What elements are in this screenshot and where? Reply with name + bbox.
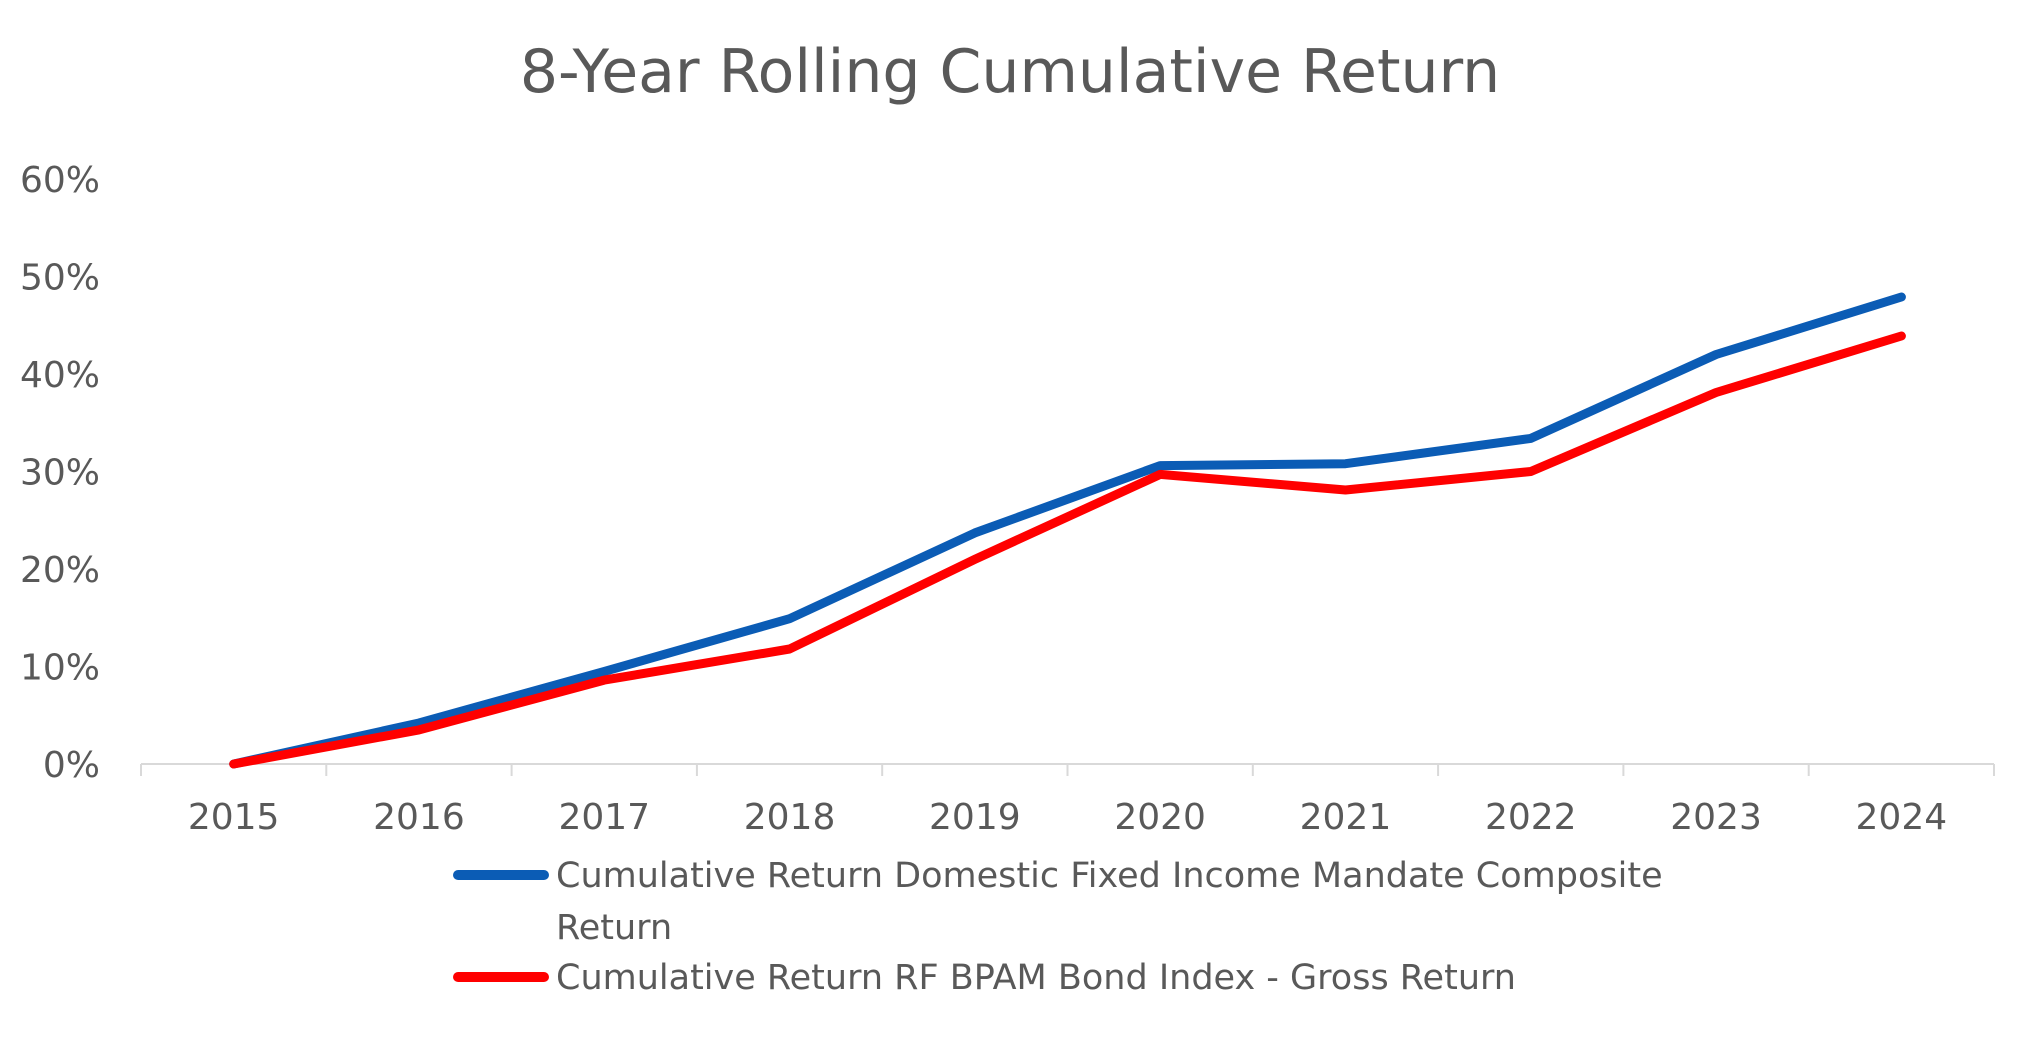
series-1-point [1344,463,1346,465]
x-tick-label: 2016 [373,797,465,838]
y-axis-tick-labels: 0% 10% 20% 30% 40% 50% 60% [20,160,100,786]
legend-label-2: Cumulative Return RF BPAM Bond Index - G… [556,958,1516,998]
x-tick-label: 2015 [188,797,280,838]
x-tick-label: 2019 [929,797,1021,838]
series-2-point [974,558,976,560]
series-1-point [603,670,605,672]
series-2-point [1900,335,1902,337]
series-1-point [1715,354,1717,355]
series-1-point [974,532,976,534]
series-2-point [1159,473,1161,475]
x-tick-label: 2024 [1856,797,1948,838]
series-2-point [1715,392,1717,394]
series-2-point [418,729,420,731]
series-layer [229,292,1906,769]
y-tick-label: 50% [20,258,100,299]
series-2-point [1344,489,1346,491]
x-tick-label: 2017 [558,797,650,838]
x-tick-label: 2023 [1670,797,1762,838]
series-2-point [603,679,605,681]
legend-label-1: Return [556,908,672,948]
series-line-1 [229,292,1906,769]
series-2-point [233,763,235,765]
y-tick-label: 0% [43,745,100,786]
series-2-point [1530,471,1532,472]
chart-title: 8-Year Rolling Cumulative Return [520,37,1500,107]
x-tick-label: 2020 [1114,797,1206,838]
series-1-point [418,722,420,724]
series-1-point [1900,296,1902,298]
series-1-point [789,618,791,620]
y-tick-label: 40% [20,355,100,396]
x-tick-label: 2021 [1300,797,1392,838]
y-tick-label: 10% [20,648,100,689]
series-1-point [1159,465,1161,467]
x-tick-label: 2018 [744,797,836,838]
legend: Cumulative Return Domestic Fixed Income … [453,856,1663,998]
series-line-2 [229,331,1906,769]
x-axis: 2015 2016 2017 2018 2019 2020 2021 2022 2023 2024 [140,763,1995,838]
y-tick-label: 20% [20,550,100,591]
y-tick-label: 60% [20,160,100,201]
legend-label-1: Cumulative Return Domestic Fixed Income … [556,856,1663,896]
y-tick-label: 30% [20,453,100,494]
x-tick-label: 2022 [1485,797,1577,838]
series-1-point [1530,437,1532,439]
series-2-point [789,648,791,650]
